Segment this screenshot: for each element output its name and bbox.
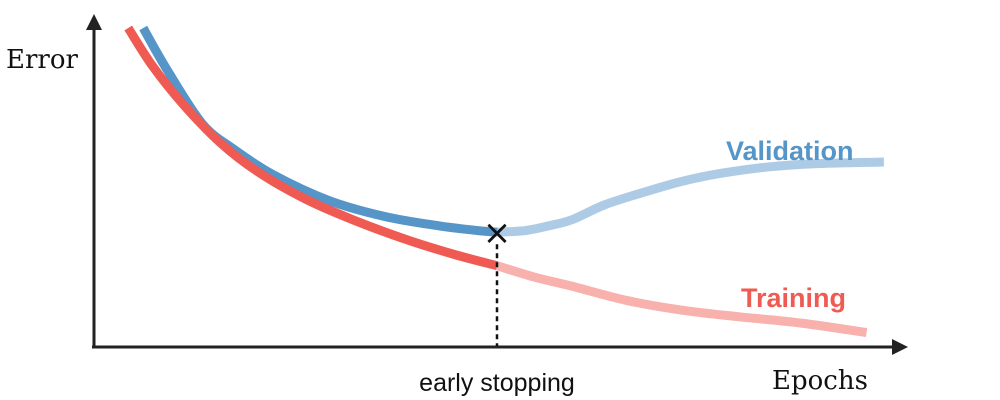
validation-label: Validation <box>726 136 854 166</box>
validation-curve-before-stop <box>139 25 498 237</box>
y-axis-label: Error <box>6 45 78 75</box>
validation-curve-after-stop <box>496 157 884 237</box>
x-axis-arrow <box>892 339 908 355</box>
training-curve-before-stop <box>124 25 499 271</box>
axes <box>86 14 908 355</box>
training-label: Training <box>741 283 846 313</box>
y-axis-arrow <box>86 14 102 30</box>
training-curve-after-stop <box>495 261 868 338</box>
x-axis-label: Epochs <box>772 366 868 396</box>
series-layer <box>124 25 884 338</box>
early-stopping-label: early stopping <box>419 369 575 397</box>
early-stopping-marker: × <box>483 213 512 253</box>
